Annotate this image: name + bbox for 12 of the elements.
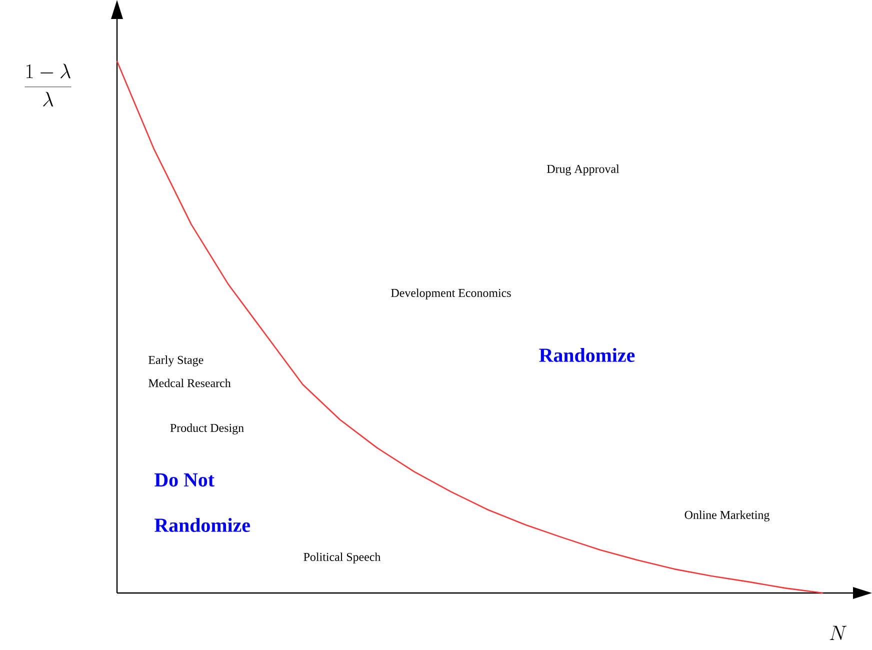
annotation: Do Not [154,473,214,487]
y-axis-title: $\frac{1-\lambda}{\lambda}$ [24,64,72,106]
annotation: Randomize [539,348,635,362]
annotation: Drug Approval [546,164,620,176]
x-axis-title: $N$ [830,626,847,640]
annotation: Political Speech [304,552,381,564]
annotation: Early Stage [148,356,204,366]
annotation: Medcal Research [148,378,231,388]
annotation: Randomize [154,518,250,532]
annotation: Development Economics [391,288,511,300]
annotation: Product Design [170,424,244,434]
annotation: Online Marketing [684,510,770,522]
